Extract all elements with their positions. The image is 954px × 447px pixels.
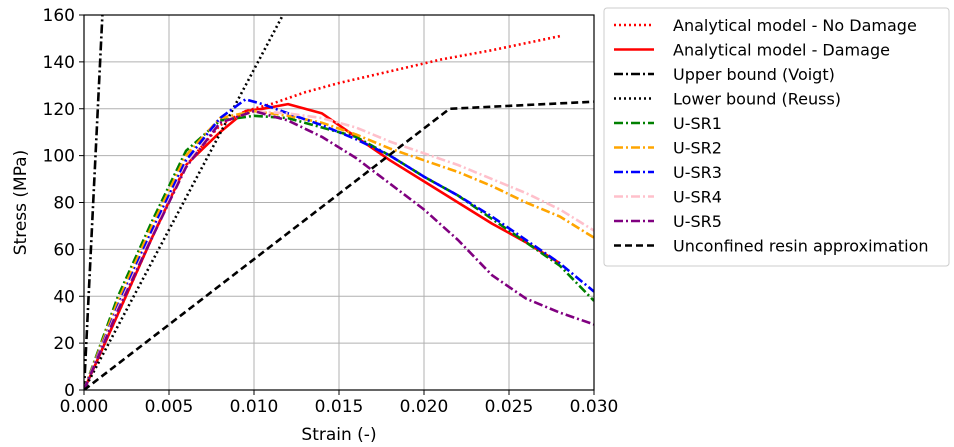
legend-label-u-sr1: U-SR1 [673, 114, 722, 133]
y-tick-label: 20 [53, 334, 75, 354]
legend-box [603, 7, 950, 267]
legend-label-analytical-model-no-damage: Analytical model - No Damage [673, 16, 917, 35]
legend-label-unconfined-resin-approximation: Unconfined resin approximation [673, 237, 929, 256]
y-tick-label: 0 [64, 381, 75, 401]
legend-label-analytical-model-damage: Analytical model - Damage [673, 41, 890, 60]
series-line-u-sr5 [84, 109, 594, 390]
x-tick-label: 0.020 [400, 397, 449, 417]
series-line-u-sr3 [84, 98, 594, 390]
x-tick-label: 0.010 [230, 397, 279, 417]
y-tick-label: 100 [43, 147, 75, 167]
series-line-upper-bound-voigt [84, 15, 104, 390]
x-tick-label: 0.025 [485, 397, 534, 417]
legend-label-u-sr5: U-SR5 [673, 212, 722, 231]
x-tick-label: 0.005 [145, 397, 194, 417]
legend-label-upper-bound-voigt: Upper bound (Voigt) [673, 65, 835, 84]
series-line-u-sr1 [84, 114, 594, 390]
axis-ticks: 0.000 0.005 0.010 0.015 0.020 0.025 0.030 0 20 40… [43, 6, 619, 417]
grid-lines [84, 15, 594, 390]
y-tick-label: 40 [53, 287, 75, 307]
x-tick-label: 0.030 [570, 397, 619, 417]
series-layer [84, 15, 594, 390]
legend-label-u-sr4: U-SR4 [673, 188, 722, 207]
series-line-lower-bound-reuss [84, 15, 285, 390]
y-tick-label: 140 [43, 53, 75, 73]
y-tick-label: 60 [53, 240, 75, 260]
legend: Analytical model - No Damage Analytical m… [603, 7, 950, 267]
y-tick-label: 120 [43, 100, 75, 120]
series-line-analytical-model-damage [84, 102, 561, 390]
x-tick-label: 0.015 [315, 397, 364, 417]
y-axis-label: Stress (MPa) [11, 150, 31, 256]
x-axis-label: Strain (-) [301, 425, 376, 445]
y-tick-label: 80 [53, 194, 75, 214]
y-tick-label: 160 [43, 6, 75, 26]
x-tick-label: 0.000 [60, 397, 109, 417]
legend-label-lower-bound-reuss: Lower bound (Reuss) [673, 90, 841, 109]
legend-label-u-sr2: U-SR2 [673, 139, 722, 158]
series-line-u-sr2 [84, 109, 594, 390]
legend-label-u-sr3: U-SR3 [673, 163, 722, 182]
